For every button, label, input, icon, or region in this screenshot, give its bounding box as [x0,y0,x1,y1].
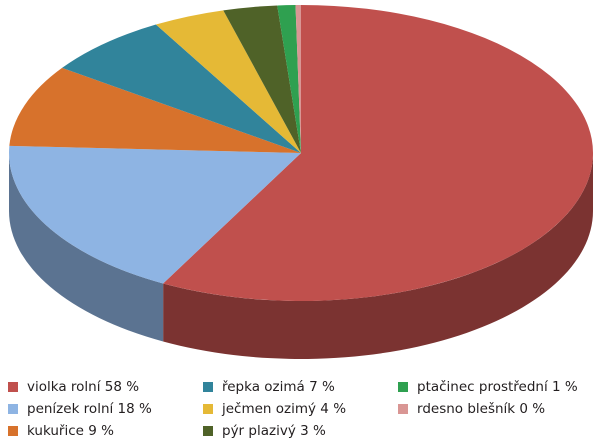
pie-slice-4 [155,10,301,154]
legend-item-rdesno-blesnik: rdesno blešník 0 % [398,401,545,417]
pie-slice-5 [223,5,301,153]
legend-label: kukuřice 9 % [27,423,114,439]
pie-slice-7 [295,5,301,153]
legend-item-pyr-plazivy: pýr plazivý 3 % [203,423,326,439]
legend-swatch [8,382,18,392]
legend-swatch [398,404,408,414]
legend-item-ptacinec-prostredni: ptačinec prostřední 1 % [398,379,578,395]
legend-label: pýr plazivý 3 % [222,423,326,439]
legend-label: penízek rolní 18 % [27,401,152,417]
legend-label: violka rolní 58 % [27,379,140,395]
pie-slice-6 [277,5,301,154]
pie-slice-side-1 [9,153,164,342]
legend-label: ptačinec prostřední 1 % [417,379,578,395]
chart-legend: violka rolní 58 % penízek rolní 18 % kuk… [0,377,600,445]
legend-swatch [203,426,213,436]
pie-slice-1 [8,145,301,284]
legend-swatch [8,404,18,414]
pie-top-faces [8,4,594,301]
legend-swatch [203,382,213,392]
legend-item-jecmen-ozimy: ječmen ozimý 4 % [203,401,346,417]
pie-slice-side-0 [163,153,593,359]
legend-label: rdesno blešník 0 % [417,401,546,417]
legend-item-violka-rolni: violka rolní 58 % [8,379,139,395]
legend-label: ječmen ozimý 4 % [222,401,347,417]
legend-swatch [8,426,18,436]
legend-item-repka-ozima: řepka ozimá 7 % [203,379,335,395]
pie-slice-2 [9,67,302,153]
pie-side-walls [9,153,593,359]
pie-slice-3 [62,24,302,154]
legend-swatch [203,404,213,414]
legend-item-penizek-rolni: penízek rolní 18 % [8,401,152,417]
pie-chart [8,4,594,359]
legend-swatch [398,382,408,392]
legend-item-kukurice: kukuřice 9 % [8,423,114,439]
pie-slice-0 [163,4,594,301]
legend-label: řepka ozimá 7 % [222,379,335,395]
